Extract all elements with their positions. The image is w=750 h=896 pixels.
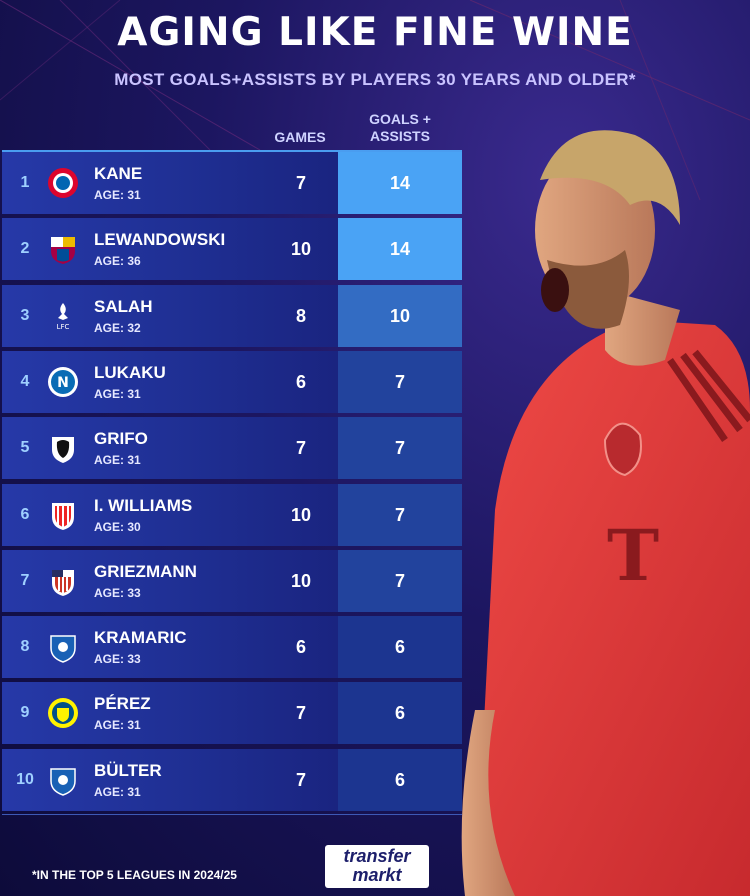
- goals-assists-cell: 14: [338, 218, 462, 281]
- player-name: SALAH: [94, 296, 153, 316]
- rank-number: 6: [20, 505, 30, 523]
- goals-assists-value: 14: [389, 239, 411, 260]
- table-row: 3 LFC SALAH AGE: 32 8 10: [2, 284, 462, 347]
- goals-assists-cell: 6: [338, 616, 462, 679]
- rank-number: 9: [20, 704, 30, 722]
- games-value: 7: [295, 703, 306, 724]
- table-row: 10 BÜLTER AGE: 31 7 6: [2, 748, 462, 811]
- goals-assists-cell: 7: [338, 350, 462, 413]
- footnote: *IN THE TOP 5 LEAGUES IN 2024/25: [32, 868, 237, 882]
- table-row: 5 GRIFO AGE: 31 7 7: [2, 417, 462, 480]
- player-age: AGE: 31: [94, 453, 141, 468]
- goals-assists-value: 6: [394, 769, 405, 790]
- player-age: AGE: 31: [94, 386, 141, 401]
- hoffenheim-crest-icon: [47, 631, 79, 663]
- row-background: [2, 284, 338, 347]
- player-name: PÉREZ: [94, 694, 151, 714]
- games-value: 10: [290, 239, 312, 260]
- player-age: AGE: 36: [94, 254, 141, 269]
- rank-number: 2: [20, 240, 30, 258]
- games-value: 6: [295, 637, 306, 658]
- villarreal-crest-icon: [47, 697, 79, 729]
- games-value: 10: [290, 504, 312, 525]
- rank-number: 4: [20, 372, 30, 390]
- goals-assists-value: 6: [394, 637, 405, 658]
- table-row: 1 KANE AGE: 31 7 14: [2, 152, 462, 214]
- chart-subtitle: MOST GOALS+ASSISTS BY PLAYERS 30 YEARS A…: [114, 70, 636, 89]
- games-value: 6: [295, 371, 306, 392]
- goals-assists-cell: 7: [338, 417, 462, 480]
- goals-assists-value: 14: [389, 173, 411, 193]
- games-value: 7: [295, 769, 306, 790]
- games-value: 8: [295, 305, 306, 326]
- chart-title: AGING LIKE FINE WINE: [117, 10, 633, 55]
- rank-number: 1: [20, 174, 30, 191]
- player-age: AGE: 31: [94, 718, 141, 733]
- column-header-goals-assists: GOALS + ASSISTS: [369, 111, 431, 144]
- rank-number: 10: [16, 770, 34, 788]
- player-name: I. WILLIAMS: [94, 495, 193, 515]
- goals-assists-cell: 6: [338, 748, 462, 811]
- table-top-rule: [2, 150, 462, 152]
- table-row: 2 LEWANDOWSKI AGE: 36 10 14: [2, 218, 462, 281]
- column-header-games: GAMES: [274, 129, 326, 145]
- player-name: BÜLTER: [94, 760, 162, 780]
- goals-assists-value: 10: [389, 305, 411, 326]
- games-value: 7: [295, 438, 306, 459]
- goals-assists-value: 7: [394, 570, 405, 591]
- rank-number: 7: [20, 571, 30, 589]
- player-age: AGE: 31: [94, 188, 141, 202]
- athletic-crest-icon: [47, 499, 79, 531]
- logo-line-1: transfer: [343, 846, 411, 866]
- games-value: 7: [295, 173, 306, 193]
- player-age: AGE: 33: [94, 652, 141, 667]
- logo-line-2: markt: [352, 865, 402, 885]
- transfermarkt-logo: transfer markt: [325, 845, 429, 888]
- player-illustration: T: [461, 130, 750, 896]
- svg-text:LFC: LFC: [57, 323, 70, 331]
- goals-assists-value: 6: [394, 703, 405, 724]
- player-name: KRAMARIC: [94, 628, 187, 648]
- goals-assists-value: 7: [394, 438, 405, 459]
- goals-assists-cell: 10: [338, 284, 462, 347]
- goals-assists-cell: 6: [338, 682, 462, 745]
- goals-assists-cell: 14: [338, 152, 462, 214]
- player-name: GRIFO: [94, 429, 148, 449]
- player-name: LEWANDOWSKI: [94, 230, 226, 250]
- player-age: AGE: 32: [94, 320, 141, 335]
- player-name: KANE: [94, 164, 143, 183]
- liverpool-crest-icon: LFC: [47, 300, 79, 332]
- svg-text:T: T: [607, 514, 659, 597]
- table-row: 9 PÉREZ AGE: 31 7 6: [2, 682, 462, 745]
- table-bottom-rule: [2, 814, 462, 815]
- svg-text:N: N: [57, 375, 69, 391]
- barcelona-crest-icon: [47, 233, 79, 265]
- goals-assists-value: 7: [394, 371, 405, 392]
- goals-assists-cell: 7: [338, 549, 462, 612]
- table-row: 8 KRAMARIC AGE: 33 6 6: [2, 616, 462, 679]
- table-row: 7 GRIEZMANN AGE: 33 10 7: [2, 549, 462, 612]
- player-name: GRIEZMANN: [94, 561, 197, 581]
- table-row: 6 I. WILLIAMS AGE: 30 10 7: [2, 483, 462, 546]
- freiburg-crest-icon: [47, 432, 79, 464]
- rank-number: 3: [20, 306, 30, 324]
- atletico-crest-icon: [47, 565, 79, 597]
- napoli-crest-icon: N: [47, 366, 79, 398]
- player-age: AGE: 31: [94, 784, 141, 799]
- rank-number: 5: [20, 439, 30, 457]
- player-name: LUKAKU: [94, 362, 166, 382]
- bayern-crest-icon: [47, 167, 79, 199]
- goals-assists-cell: 7: [338, 483, 462, 546]
- goals-assists-value: 7: [394, 504, 405, 525]
- rank-number: 8: [20, 638, 30, 656]
- table-row: 4 N LUKAKU AGE: 31 6 7: [2, 350, 462, 413]
- player-age: AGE: 33: [94, 585, 141, 600]
- hoffenheim-crest-icon: [47, 764, 79, 796]
- games-value: 10: [290, 570, 312, 591]
- player-age: AGE: 30: [94, 519, 141, 534]
